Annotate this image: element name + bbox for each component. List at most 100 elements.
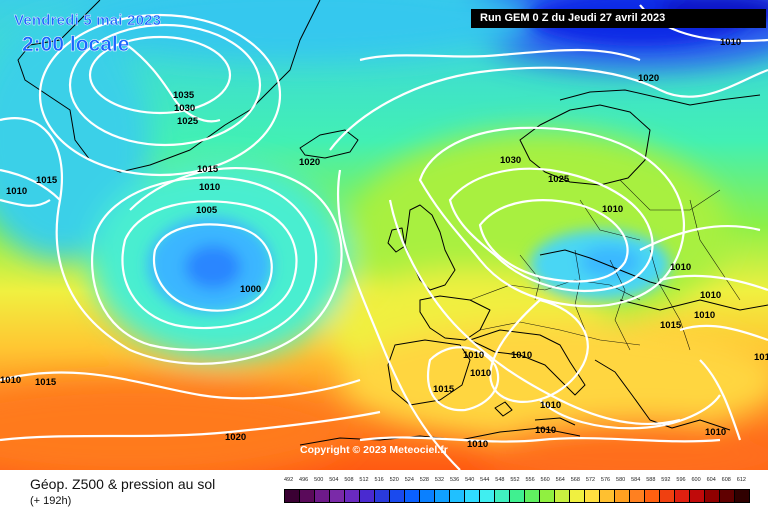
isobar-label: 1010 — [467, 439, 488, 450]
scale-label: 512 — [359, 477, 369, 483]
isobar-label: 1010 — [602, 204, 623, 215]
scale-swatch — [555, 490, 570, 502]
scale-swatch — [360, 490, 375, 502]
scale-swatch — [570, 490, 585, 502]
lead-time: (+ 192h) — [30, 495, 72, 507]
scale-label: 604 — [706, 477, 716, 483]
scale-swatch — [510, 490, 525, 502]
scale-label: 544 — [480, 477, 490, 483]
isobar-label: 1030 — [500, 155, 521, 166]
scale-swatch — [330, 490, 345, 502]
isobar-label: 1035 — [173, 90, 195, 101]
scale-label: 592 — [661, 477, 671, 483]
scale-label: 520 — [389, 477, 399, 483]
scale-swatch — [690, 490, 705, 502]
isobar-label: 1010 — [0, 375, 21, 386]
isobars — [0, 4, 768, 470]
scale-swatch — [585, 490, 600, 502]
scale-swatch — [600, 490, 615, 502]
forecast-time: 2:00 locale — [22, 33, 130, 57]
isobar-label: 1015 — [660, 320, 682, 331]
isobar-label: 1020 — [638, 73, 659, 84]
isobar-label: 1010 — [511, 350, 532, 361]
scale-swatch — [735, 490, 749, 502]
isobar-label: 1015 — [35, 377, 57, 388]
isobar-label: 1010 — [540, 400, 561, 411]
isobar-labels: 1010 1020 1035 1030 1025 1020 1015 1010 … — [0, 37, 768, 450]
scale-swatch — [300, 490, 315, 502]
scale-label: 536 — [449, 477, 460, 483]
color-scale-bar — [284, 489, 750, 503]
copyright-notice: Copyright © 2023 Meteociel.fr — [300, 444, 448, 456]
scale-swatch — [645, 490, 660, 502]
isobar-label: 1025 — [177, 116, 199, 127]
scale-label: 492 — [283, 477, 294, 483]
scale-swatch — [285, 490, 300, 502]
scale-label: 568 — [570, 477, 580, 483]
isobar-label: 1020 — [225, 432, 246, 443]
scale-label: 504 — [329, 477, 339, 483]
scale-swatch — [375, 490, 390, 502]
scale-label: 508 — [344, 477, 354, 483]
scale-label: 600 — [691, 477, 701, 483]
isobar-label: 1010 — [199, 182, 220, 193]
scale-swatch — [450, 490, 465, 502]
scale-swatch — [495, 490, 510, 502]
scale-swatch — [435, 490, 450, 502]
isobar-label: 1010 — [720, 37, 741, 48]
scale-swatch — [345, 490, 360, 502]
scale-label: 572 — [585, 477, 596, 483]
scale-swatch — [390, 490, 405, 502]
scale-swatch — [405, 490, 420, 502]
scale-label: 524 — [404, 477, 414, 483]
scale-label: 608 — [721, 477, 731, 483]
scale-swatch — [540, 490, 555, 502]
scale-label: 496 — [299, 477, 309, 483]
legend-footer: Géop. Z500 & pression au sol (+ 192h) 49… — [0, 470, 768, 512]
scale-label: 596 — [676, 477, 686, 483]
isobar-label: 1015 — [433, 384, 455, 395]
scale-swatch — [480, 490, 495, 502]
scale-label: 500 — [314, 477, 324, 483]
isobar-label: 1000 — [240, 284, 261, 295]
isobar-label: 1020 — [299, 157, 320, 168]
isobar-label: 1010 — [463, 350, 484, 361]
scale-label: 564 — [555, 477, 565, 483]
scale-label: 556 — [525, 477, 535, 483]
coastlines — [17, 0, 768, 446]
isobar-label: 1015 — [197, 164, 219, 175]
isobar-label: 1010 — [694, 310, 715, 321]
scale-swatch — [630, 490, 645, 502]
model-run-label: Run GEM 0 Z du Jeudi 27 avril 2023 — [471, 9, 766, 28]
isobar-label: 1030 — [174, 103, 195, 114]
isobar-label: 1010 — [670, 262, 691, 273]
scale-swatch — [315, 490, 330, 502]
color-scale-labels: 492 496 500 504 508 512 516 520 524 528 532 536 540 5… — [281, 477, 749, 483]
scale-swatch — [420, 490, 435, 502]
isobar-label: 1010 — [535, 425, 556, 436]
scale-swatch — [720, 490, 735, 502]
isobar-label: 1010 — [754, 352, 768, 363]
scale-label: 580 — [616, 477, 626, 483]
isobar-label: 1025 — [548, 174, 570, 185]
scale-label: 588 — [646, 477, 656, 483]
scale-swatch — [675, 490, 690, 502]
scale-label: 576 — [600, 477, 611, 483]
isobar-label: 1010 — [700, 290, 721, 301]
isobar-label: 1005 — [196, 205, 218, 216]
scale-label: 528 — [419, 477, 429, 483]
field-title: Géop. Z500 & pression au sol — [30, 476, 216, 492]
scale-label: 548 — [495, 477, 505, 483]
forecast-date: Vendredi 5 mai 2023 — [14, 12, 162, 29]
scale-swatch — [525, 490, 540, 502]
scale-label: 560 — [540, 477, 550, 483]
isobar-label: 1010 — [6, 186, 27, 197]
isobar-label: 1010 — [470, 368, 491, 379]
scale-label: 612 — [736, 477, 746, 483]
scale-label: 532 — [434, 477, 445, 483]
isobar-label: 1015 — [36, 175, 58, 186]
scale-swatch — [660, 490, 675, 502]
weather-map: 1010 1020 1035 1030 1025 1020 1015 1010 … — [0, 0, 768, 470]
scale-label: 516 — [374, 477, 384, 483]
map-canvas: 1010 1020 1035 1030 1025 1020 1015 1010 … — [0, 0, 768, 470]
